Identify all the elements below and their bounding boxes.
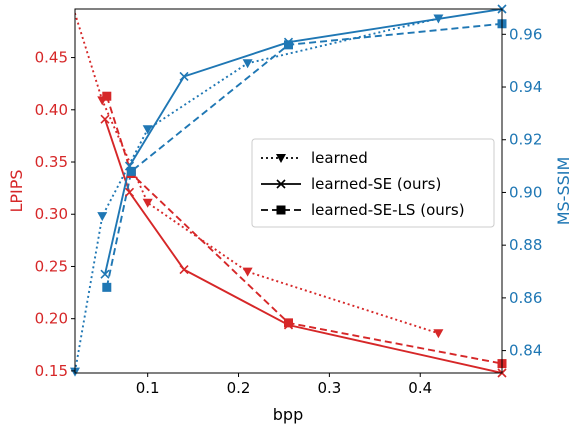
left-tick-label-0: 0.15 (35, 362, 68, 380)
learned-ms-ssim-point-2 (142, 125, 153, 135)
learned-ms-ssim-point-1 (97, 212, 108, 222)
learned-ms-ssim-point-4 (433, 14, 444, 24)
right-tick-label-0: 0.84 (509, 342, 542, 360)
learned-se-ours-lpips-point-0 (100, 114, 110, 124)
x-tick-label-1: 0.2 (227, 379, 251, 397)
learned-se-ls-ours-ms-ssim-point-2 (284, 40, 293, 50)
right-tick-label-6: 0.96 (509, 25, 542, 43)
x-axis-label: bpp (273, 405, 303, 424)
learned-se-ls-ours-ms-ssim-point-0 (102, 282, 112, 292)
left-tick-label-6: 0.45 (35, 49, 68, 67)
learned-se-ls-ours-lpips-line (105, 95, 502, 365)
legend-entry-1-marker (276, 179, 286, 189)
plot-frame (74, 8, 503, 374)
learned-se-ours-ms-ssim-point-0 (100, 269, 110, 279)
learned-ms-ssim-point-3 (242, 59, 253, 69)
learned-lpips-point-2 (142, 198, 153, 208)
learned-se-ls-ours-lpips-point-2 (284, 318, 293, 328)
learned-se-ls-ours-ms-ssim-point-1 (126, 166, 136, 176)
learned-lpips-line (75, 10, 439, 335)
right-tick-label-1: 0.86 (509, 289, 542, 307)
left-tick-label-4: 0.35 (35, 153, 68, 171)
learned-se-ours-lpips-point-2 (179, 265, 189, 275)
ticks-layer: 0.1 0.2 0.3 0.4 0.15 0.20 0.25 0.30 0.35 0.40 0.45… (35, 25, 543, 397)
learned-se-ours-lpips-point-1 (124, 187, 135, 197)
right-tick-label-2: 0.88 (509, 236, 542, 254)
learned-lpips-point-4 (433, 329, 444, 339)
x-tick-label-3: 0.4 (408, 379, 432, 397)
left-axis-label: LPIPS (7, 169, 26, 212)
x-tick-label-2: 0.3 (317, 379, 341, 397)
legend-entry-2-label: learned-SE-LS (ours) (311, 201, 465, 219)
legend-entries: learned learned-SE (ours) learned-SE-LS (o… (261, 149, 465, 219)
right-axis-label: MS-SSIM (554, 157, 573, 226)
learned-lpips-point-3 (242, 267, 253, 277)
legend-box (251, 138, 495, 228)
markers-layer (70, 4, 507, 378)
left-tick-label-1: 0.20 (35, 310, 68, 328)
legend: learned learned-SE (ours) learned-SE-LS (o… (251, 138, 495, 228)
left-tick-label-5: 0.40 (35, 101, 68, 119)
learned-se-ours-ms-ssim-point-2 (179, 71, 189, 82)
left-tick-label-3: 0.30 (35, 205, 68, 223)
legend-entry-0-label: learned (311, 149, 368, 167)
legend-entry-2-marker (276, 205, 286, 215)
learned-se-ls-ours-ms-ssim-line (105, 22, 502, 288)
x-tick-label-0: 0.1 (136, 379, 160, 397)
legend-entry-1-label: learned-SE (ours) (311, 175, 441, 193)
legend-entry-0-marker (276, 154, 286, 163)
left-tick-label-2: 0.25 (35, 257, 68, 275)
right-tick-label-3: 0.90 (509, 183, 542, 201)
right-tick-label-4: 0.92 (509, 131, 542, 149)
learned-se-ls-ours-lpips-point-0 (102, 91, 112, 101)
right-tick-label-5: 0.94 (509, 78, 542, 96)
